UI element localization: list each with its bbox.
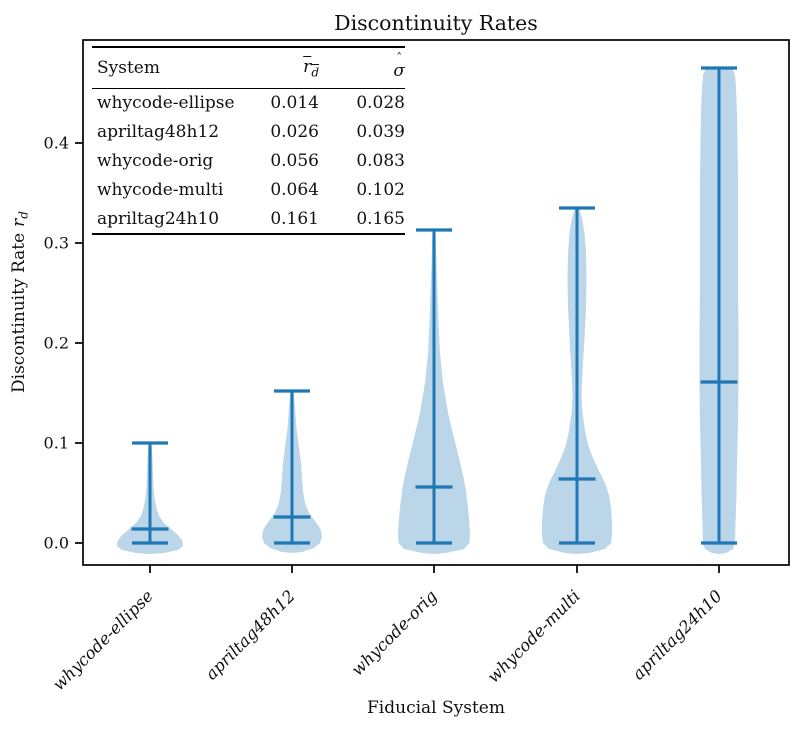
stats-table-row: whycode-multi 0.064 0.102	[92, 175, 405, 204]
y-tick-label: 0.2	[44, 334, 69, 353]
stats-table-row: whycode-orig 0.056 0.083	[92, 147, 405, 176]
plot-frame	[82, 39, 790, 566]
y-tick-label: 0.4	[44, 134, 69, 153]
x-axis-label: Fiducial System	[367, 698, 505, 718]
x-tick-label: whycode-orig	[348, 586, 441, 679]
x-tick-label: apriltag24h10	[629, 586, 726, 683]
stats-table-row: whycode-ellipse 0.014 0.028	[92, 89, 405, 118]
system-name: whycode-ellipse	[97, 93, 235, 114]
rd-mean-value: 0.014	[270, 93, 319, 114]
x-tick-label: apriltag48h12	[202, 586, 299, 683]
system-name: apriltag24h10	[97, 208, 220, 229]
sigma-hat-accent: ˆ	[396, 51, 403, 65]
y-tick-label: 0.1	[44, 434, 69, 453]
violins-group	[117, 66, 739, 554]
y-tick-label: 0.0	[44, 534, 69, 553]
rd-mean-value: 0.064	[270, 179, 319, 200]
chart-title: Discontinuity Rates	[334, 11, 538, 35]
sigma-value: 0.083	[356, 150, 405, 171]
stats-col-rd-mean: rd	[303, 56, 319, 80]
sigma-value: 0.028	[356, 93, 405, 114]
stats-col-system: System	[97, 58, 160, 78]
x-tick-label: whycode-multi	[484, 586, 584, 686]
rd-mean-value: 0.161	[270, 208, 319, 229]
stats-table-row: apriltag48h12 0.026 0.039	[92, 118, 405, 147]
sigma-value: 0.039	[356, 122, 405, 143]
system-name: whycode-multi	[97, 179, 224, 200]
rd-mean-value: 0.026	[270, 122, 319, 143]
stats-table-body: whycode-ellipse 0.014 0.028 apriltag48h12 0.…	[92, 89, 405, 233]
x-tick-label: whycode-ellipse	[49, 586, 157, 694]
stats-table-row: apriltag24h10 0.161 0.165	[92, 204, 405, 233]
system-name: apriltag48h12	[97, 122, 220, 143]
rd-mean-value: 0.056	[270, 150, 319, 171]
y-tick-label: 0.3	[44, 234, 69, 253]
system-name: whycode-orig	[97, 150, 214, 171]
sigma-value: 0.102	[356, 179, 405, 200]
y-axis-label: Discontinuity Raterd	[9, 211, 31, 393]
sigma-value: 0.165	[356, 208, 405, 229]
